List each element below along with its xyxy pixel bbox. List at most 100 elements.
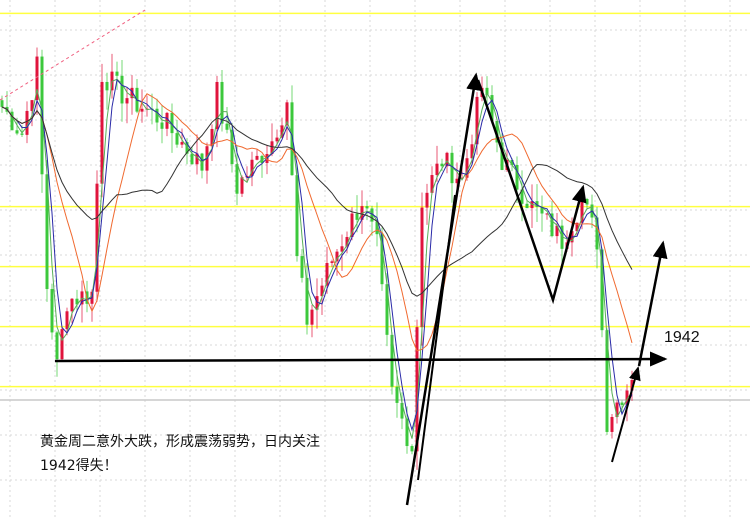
candle-body xyxy=(235,164,239,194)
ma-line-fast-green xyxy=(1,78,633,439)
candle-body xyxy=(625,390,629,405)
candle-body xyxy=(130,87,134,99)
candle-body xyxy=(240,177,244,194)
candle-body xyxy=(155,108,159,123)
candle-body xyxy=(115,71,119,76)
key-level-label: 1942 xyxy=(664,329,700,346)
ma-line-blue xyxy=(1,78,633,432)
candle-body xyxy=(180,142,184,145)
candle-body xyxy=(490,95,494,122)
candle-body xyxy=(535,201,539,207)
candle-body xyxy=(520,189,524,204)
candle-body xyxy=(290,102,294,176)
candle-body xyxy=(595,217,599,250)
candle-body xyxy=(210,128,214,147)
candle-body xyxy=(460,177,464,179)
candle-body xyxy=(600,249,604,331)
zigzag-arrow xyxy=(476,79,587,305)
candle-body xyxy=(15,130,19,134)
candle-body xyxy=(465,158,469,178)
candle-body xyxy=(45,174,49,290)
candle-body xyxy=(25,110,29,135)
annotation-line-1: 黄金周二意外大跌，形成震荡弱势，日内关注 xyxy=(40,434,320,450)
candle-body xyxy=(580,199,584,223)
candle-body xyxy=(250,159,254,176)
candle-body xyxy=(500,142,504,170)
candle-body xyxy=(10,111,14,131)
candle-body xyxy=(230,129,234,165)
candle-body xyxy=(525,203,529,209)
candle-body xyxy=(60,329,64,360)
candle-body xyxy=(105,81,109,91)
candle-body xyxy=(140,108,144,112)
ma-line-black xyxy=(1,106,633,297)
candle-body xyxy=(365,206,369,209)
candle-body xyxy=(225,123,229,130)
candle-body xyxy=(555,225,559,237)
candle-body xyxy=(170,112,174,134)
candle-body xyxy=(310,309,314,325)
candle-body xyxy=(375,221,379,235)
candle-body xyxy=(55,332,59,360)
annotation-text: 黄金周二意外大跌，形成震荡弱势，日内关注 1942得失！ xyxy=(40,430,320,478)
candle-body xyxy=(515,164,519,190)
candle-body xyxy=(280,125,284,138)
candle-body xyxy=(420,207,424,328)
candle-body xyxy=(315,296,319,310)
candle-body xyxy=(100,81,104,184)
candle-body xyxy=(430,175,434,193)
candle-body xyxy=(410,446,414,452)
key-level-arrow-1942 xyxy=(54,351,668,367)
candle-body xyxy=(620,402,624,405)
candle-body xyxy=(185,142,189,154)
candle-body xyxy=(75,298,79,305)
candle-body xyxy=(195,153,199,165)
candle-body xyxy=(370,208,374,222)
dashed-trend-line xyxy=(0,9,146,101)
breakout-arrow xyxy=(637,240,668,367)
candle-body xyxy=(305,277,309,325)
candle-body xyxy=(395,386,399,403)
candle-body xyxy=(120,75,124,104)
candle-body xyxy=(175,133,179,145)
candle-body xyxy=(495,121,499,143)
candle-body xyxy=(615,402,619,417)
candle-body xyxy=(415,327,419,452)
candle-body xyxy=(355,213,359,220)
candle-body xyxy=(385,284,389,335)
candle-body xyxy=(475,96,479,145)
candle-body xyxy=(220,81,224,124)
candle-body xyxy=(455,178,459,184)
candle-body xyxy=(35,56,39,101)
candle-body xyxy=(350,213,354,238)
candle-body xyxy=(190,153,194,165)
rally-arrow xyxy=(405,72,482,506)
candle-body xyxy=(320,285,324,297)
candle-body xyxy=(400,402,404,419)
candle-body xyxy=(300,256,304,278)
candle-body xyxy=(330,261,334,263)
candle-body xyxy=(65,311,69,330)
rally-line xyxy=(417,194,456,481)
candle-body xyxy=(585,199,589,205)
candle-body xyxy=(510,159,514,165)
annotation-line-2: 1942得失！ xyxy=(40,458,118,474)
candle-body xyxy=(255,155,259,160)
candle-body xyxy=(335,251,339,262)
candle-body xyxy=(540,206,544,214)
candle-body xyxy=(380,234,384,285)
candle-body xyxy=(30,100,34,111)
candle-body xyxy=(545,213,549,215)
candle-body xyxy=(95,183,99,292)
candle-body xyxy=(440,163,444,167)
candle-body xyxy=(575,222,579,232)
candle-body xyxy=(165,112,169,129)
candle-body xyxy=(70,298,74,312)
candle-body xyxy=(325,262,329,286)
candle-body xyxy=(405,418,409,447)
candle-body xyxy=(435,163,439,176)
candle-body xyxy=(550,213,554,237)
candle-body xyxy=(425,192,429,208)
